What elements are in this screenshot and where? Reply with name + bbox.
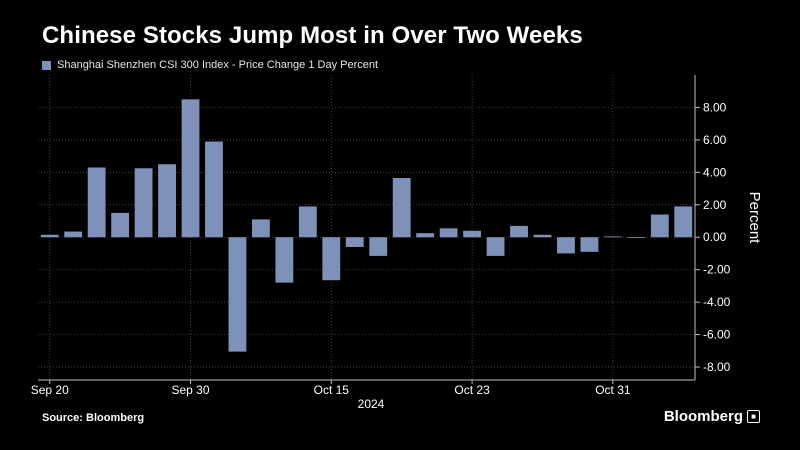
bar [439,228,458,238]
bar [603,236,622,238]
bar [369,237,388,256]
bar [533,234,552,238]
bar [228,237,247,352]
bar [650,214,669,238]
bar [345,237,364,247]
y-tick-label: 0.00 [703,230,727,244]
y-tick-label: -2.00 [703,263,731,277]
y-tick-label: 2.00 [703,198,727,212]
legend-swatch [42,60,51,70]
x-tick-label: Sep 20 [31,383,69,397]
x-tick-label: Sep 30 [171,383,209,397]
bar [322,237,341,281]
bar [510,225,528,238]
bar [275,237,294,283]
x-year-label: 2024 [358,397,385,411]
y-tick-label: 8.00 [703,100,727,114]
brand-name: Bloomberg [663,408,743,425]
legend: Shanghai Shenzhen CSI 300 Index - Price … [42,58,378,72]
bar [181,99,200,238]
bar [134,168,153,238]
y-tick-label: -4.00 [703,295,731,309]
bar [205,141,223,238]
bar [486,237,505,256]
chat-icon: ■ [747,410,760,423]
y-tick-label: 4.00 [703,165,727,179]
y-tick-label: -6.00 [703,328,731,342]
bar [64,231,83,238]
bar [111,212,130,238]
bar [627,237,646,239]
legend-label: Shanghai Shenzhen CSI 300 Index - Price … [57,59,379,71]
bar [392,178,411,238]
bar [40,234,59,238]
bar [416,233,435,238]
x-tick-label: Oct 23 [454,383,490,397]
bar [298,206,317,238]
y-tick-label: 6.00 [703,133,727,147]
source-note: Source: Bloomberg [42,412,145,424]
x-tick-label: Oct 15 [314,383,350,397]
brand-logo: Bloomberg ■ [664,408,760,425]
y-axis-label: Percent [746,192,763,245]
bar [251,219,270,238]
bar [87,167,106,238]
bar [557,237,575,254]
bar [674,206,693,238]
bar [580,237,599,252]
bar [158,164,176,238]
y-tick-label: -8.00 [703,360,731,374]
x-tick-label: Oct 31 [595,383,631,397]
bar [463,230,482,238]
chart-title: Chinese Stocks Jump Most in Over Two Wee… [42,22,583,49]
